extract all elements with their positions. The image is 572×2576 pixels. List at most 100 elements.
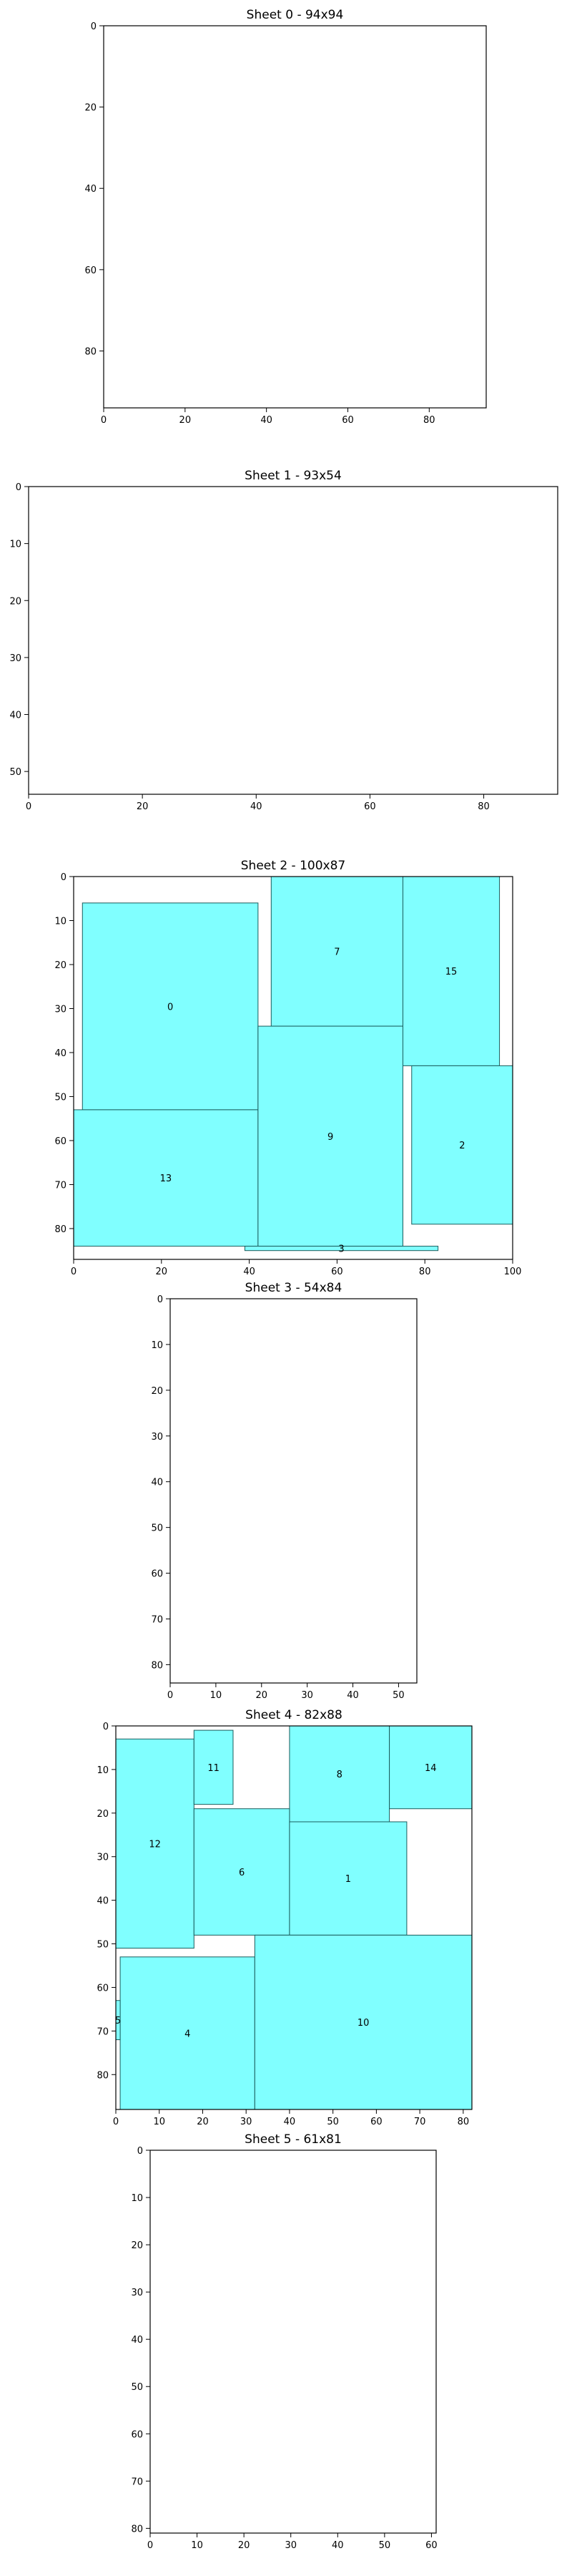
y-tick-label: 30 [131, 2288, 143, 2298]
y-tick-label: 0 [61, 872, 66, 883]
x-tick-label: 30 [240, 2117, 252, 2127]
piece-rect [254, 1934, 473, 2110]
x-tick-label: 40 [250, 801, 262, 812]
piece-label: 10 [358, 2018, 370, 2029]
piece-label: 8 [337, 1770, 342, 1780]
y-tick-label: 0 [16, 482, 21, 493]
sheet-panel-1: Sheet 1 - 93x54 0 20 40 60 80 0 10 20 30 40 50 [9, 469, 558, 812]
y-tick-label: 70 [97, 2026, 109, 2037]
piece-label: 12 [149, 1839, 161, 1850]
axes-frame [169, 1298, 418, 1684]
piece-label: 1 [345, 1874, 351, 1885]
x-tick-label: 40 [284, 2117, 296, 2127]
y-tick-label: 10 [54, 916, 66, 927]
y-tick-label: 70 [151, 1615, 163, 1626]
x-tick-label: 60 [342, 415, 354, 426]
x-tick-label: 80 [478, 801, 490, 812]
piece-label: 2 [459, 1141, 465, 1151]
y-tick-label: 40 [97, 1896, 109, 1907]
sheet-title: Sheet 4 - 82x88 [245, 1708, 342, 1722]
x-tick-label: 50 [379, 2540, 391, 2551]
x-tick-label: 20 [256, 1690, 268, 1701]
y-tick-label: 50 [9, 767, 21, 778]
x-tick-label: 50 [393, 1690, 405, 1701]
y-tick-label: 40 [131, 2335, 143, 2346]
y-tick-label: 20 [151, 1386, 163, 1397]
y-tick-label: 0 [91, 21, 97, 32]
y-tick-label: 30 [151, 1432, 163, 1443]
sheet-panel-5: Sheet 5 - 61x81 0 10 20 30 40 50 60 0 10 20 30 40 50 6… [131, 2132, 437, 2551]
x-tick-label: 20 [156, 1267, 168, 1277]
sheet-title: Sheet 0 - 94x94 [247, 8, 344, 22]
y-tick-label: 40 [54, 1048, 66, 1059]
y-tick-label: 20 [131, 2240, 143, 2251]
piece-label: 6 [239, 1868, 245, 1878]
axes-frame [103, 25, 487, 409]
x-tick-label: 10 [191, 2540, 203, 2551]
x-tick-label: 10 [153, 2117, 165, 2127]
x-tick-label: 40 [260, 415, 272, 426]
piece-rect [389, 1725, 473, 1810]
x-tick-label: 0 [113, 2117, 119, 2127]
axes-frame [115, 1725, 473, 2110]
x-tick-label: 40 [243, 1267, 255, 1277]
y-tick-label: 0 [157, 1294, 163, 1305]
y-tick-label: 50 [151, 1523, 163, 1534]
piece-rect [193, 1808, 290, 1936]
y-tick-label: 20 [97, 1809, 109, 1820]
piece-rect [244, 1246, 439, 1252]
x-tick-label: 70 [414, 2117, 426, 2127]
x-tick-label: 60 [425, 2540, 438, 2551]
piece-rect [82, 902, 259, 1111]
y-tick-label: 40 [84, 184, 97, 195]
piece-label: 0 [167, 1002, 173, 1013]
piece-rect [289, 1821, 408, 1936]
x-tick-label: 0 [167, 1690, 173, 1701]
x-tick-label: 20 [197, 2117, 209, 2127]
piece-label: 7 [334, 947, 340, 958]
x-tick-label: 40 [332, 2540, 344, 2551]
piece-label: 15 [445, 967, 458, 977]
piece-label: 5 [115, 2016, 121, 2026]
y-tick-label: 20 [54, 960, 66, 971]
y-tick-label: 70 [131, 2477, 143, 2487]
x-tick-label: 80 [423, 415, 435, 426]
x-tick-label: 20 [179, 415, 192, 426]
piece-label: 9 [327, 1132, 333, 1143]
y-tick-label: 70 [54, 1180, 66, 1191]
x-tick-label: 80 [419, 1267, 431, 1277]
axes-frame [149, 2150, 437, 2534]
y-tick-label: 80 [97, 2070, 109, 2081]
y-tick-label: 30 [54, 1004, 66, 1015]
y-tick-label: 10 [151, 1340, 163, 1351]
axes-frame [28, 486, 558, 795]
piece-rect [411, 1065, 513, 1225]
piece-label: 3 [338, 1244, 344, 1255]
x-tick-label: 0 [101, 415, 107, 426]
y-tick-label: 0 [137, 2146, 143, 2157]
x-tick-label: 20 [238, 2540, 250, 2551]
x-tick-label: 60 [364, 801, 376, 812]
sheet-title: Sheet 5 - 61x81 [245, 2132, 342, 2147]
y-tick-label: 80 [131, 2524, 143, 2534]
sheet-panel-0: Sheet 0 - 94x94 0 20 40 60 80 0 20 40 60 80 [84, 8, 487, 426]
x-tick-label: 50 [327, 2117, 339, 2127]
piece-label: 14 [425, 1763, 437, 1774]
y-tick-label: 10 [9, 540, 21, 550]
x-tick-label: 0 [147, 2540, 153, 2551]
piece-label: 11 [207, 1763, 220, 1774]
y-tick-label: 40 [151, 1478, 163, 1488]
piece-rect [193, 1729, 234, 1805]
y-tick-label: 30 [97, 1853, 109, 1863]
x-tick-label: 20 [137, 801, 149, 812]
piece-rect [119, 1956, 255, 2110]
y-tick-label: 40 [9, 711, 21, 721]
y-tick-label: 50 [131, 2382, 143, 2393]
x-tick-label: 30 [301, 1690, 313, 1701]
x-tick-label: 40 [347, 1690, 359, 1701]
x-tick-label: 80 [458, 2117, 470, 2127]
x-tick-label: 60 [370, 2117, 383, 2127]
